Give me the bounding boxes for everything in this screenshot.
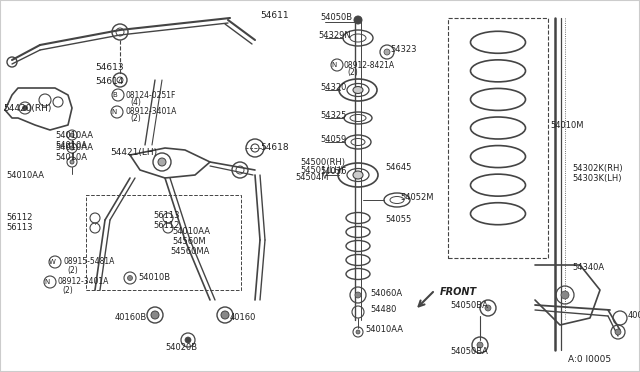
Bar — [86, 195, 241, 290]
Circle shape — [485, 305, 491, 311]
Text: 56113: 56113 — [6, 224, 33, 232]
Circle shape — [158, 158, 166, 166]
Text: 54010AA: 54010AA — [6, 170, 44, 180]
Text: 54010AA: 54010AA — [55, 131, 93, 140]
Text: 54611: 54611 — [260, 10, 289, 19]
Text: 54500(RH): 54500(RH) — [300, 157, 345, 167]
Text: 08912-3401A: 08912-3401A — [58, 278, 109, 286]
Text: W: W — [49, 259, 56, 265]
Text: 54323: 54323 — [390, 45, 417, 55]
Text: 54055: 54055 — [385, 215, 412, 224]
Text: 54052M: 54052M — [400, 193, 433, 202]
Text: A:0 I0005: A:0 I0005 — [568, 356, 611, 365]
Text: FRONT: FRONT — [440, 287, 477, 297]
Text: 54020B: 54020B — [165, 343, 197, 353]
Text: 54420(RH): 54420(RH) — [3, 103, 51, 112]
Circle shape — [221, 311, 229, 319]
Text: (2): (2) — [347, 68, 358, 77]
Bar — [448, 18, 548, 258]
Text: 54059: 54059 — [320, 135, 346, 144]
Text: 08915-5481A: 08915-5481A — [63, 257, 115, 266]
Text: (4): (4) — [130, 99, 141, 108]
Text: 54618: 54618 — [260, 144, 289, 153]
Circle shape — [354, 16, 362, 24]
Ellipse shape — [353, 87, 363, 93]
Circle shape — [615, 329, 621, 335]
Text: 56112: 56112 — [6, 214, 33, 222]
Text: 54010B: 54010B — [138, 273, 170, 282]
Text: 54060A: 54060A — [370, 289, 402, 298]
Text: 54504M: 54504M — [295, 173, 328, 183]
Text: 54613: 54613 — [95, 64, 124, 73]
Text: 54320: 54320 — [320, 83, 346, 93]
Text: (2): (2) — [130, 115, 141, 124]
Text: 54325: 54325 — [320, 112, 346, 121]
Text: 08124-0251F: 08124-0251F — [126, 92, 177, 100]
Circle shape — [70, 160, 74, 164]
Circle shape — [22, 106, 28, 110]
Text: 40160: 40160 — [230, 314, 257, 323]
Text: 08912-3401A: 08912-3401A — [126, 108, 177, 116]
Circle shape — [477, 342, 483, 348]
Circle shape — [70, 133, 74, 137]
Text: 40160B: 40160B — [115, 314, 147, 323]
Text: 54302K(RH): 54302K(RH) — [572, 164, 623, 173]
Text: 54645: 54645 — [385, 164, 412, 173]
Text: 54010A: 54010A — [55, 141, 87, 150]
Text: 54050BA: 54050BA — [450, 301, 488, 310]
Circle shape — [355, 292, 361, 298]
Text: 54010AA: 54010AA — [55, 144, 93, 153]
Text: 54010AA: 54010AA — [365, 326, 403, 334]
Text: 54421(LH): 54421(LH) — [110, 148, 157, 157]
Text: 56113: 56113 — [153, 211, 179, 219]
Text: 56112: 56112 — [153, 221, 179, 230]
Text: N: N — [44, 279, 50, 285]
Circle shape — [185, 337, 191, 343]
Text: 54010M: 54010M — [550, 121, 584, 129]
Text: 54010A: 54010A — [55, 154, 87, 163]
Text: 54303K(LH): 54303K(LH) — [572, 173, 621, 183]
Text: 54501(LH): 54501(LH) — [300, 166, 344, 174]
Text: 54010AA: 54010AA — [172, 228, 210, 237]
Text: 08912-8421A: 08912-8421A — [343, 61, 394, 70]
Text: 54050BA: 54050BA — [450, 347, 488, 356]
Text: 54560MA: 54560MA — [170, 247, 209, 257]
Text: (2): (2) — [67, 266, 77, 275]
Circle shape — [384, 49, 390, 55]
Circle shape — [561, 291, 569, 299]
Text: N: N — [111, 109, 116, 115]
Text: 54560M: 54560M — [172, 237, 205, 247]
Circle shape — [356, 330, 360, 334]
Text: 54340A: 54340A — [572, 263, 604, 273]
Text: 54480: 54480 — [370, 305, 396, 314]
Text: 54614: 54614 — [95, 77, 124, 87]
Circle shape — [70, 146, 74, 150]
Circle shape — [151, 311, 159, 319]
Ellipse shape — [353, 171, 363, 179]
Text: 54050B: 54050B — [320, 13, 352, 22]
Text: N: N — [332, 62, 337, 68]
Text: 54329N: 54329N — [318, 32, 351, 41]
Text: 54036: 54036 — [320, 167, 346, 176]
Text: B: B — [113, 92, 117, 98]
Text: 40056X: 40056X — [628, 311, 640, 321]
Text: (2): (2) — [62, 285, 73, 295]
Circle shape — [127, 276, 132, 280]
